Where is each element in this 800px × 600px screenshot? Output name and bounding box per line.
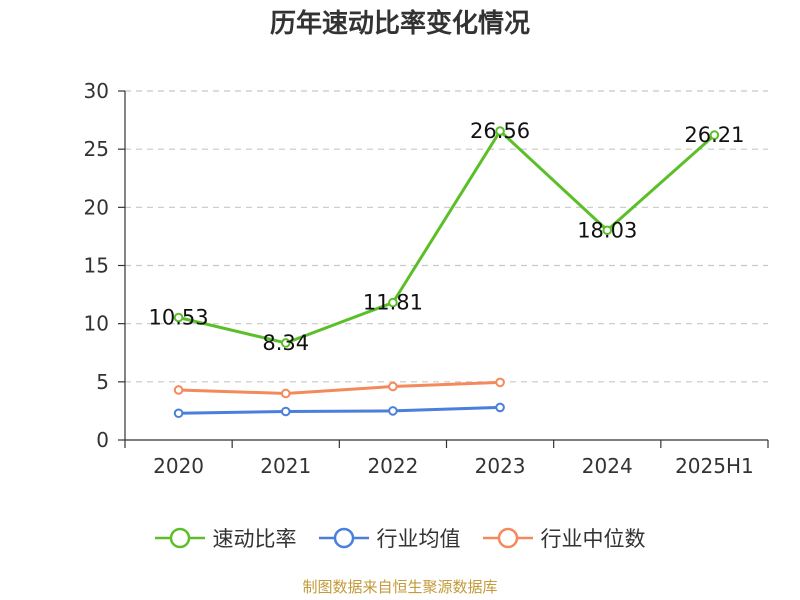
- data-label: 26.56: [470, 119, 530, 143]
- data-point: [173, 385, 184, 395]
- source-note: 制图数据来自恒生聚源数据库: [302, 578, 498, 596]
- axes: 0 5 10 15 20 25 30 2020 2021 2022 2023 2024 2025H1: [84, 79, 769, 478]
- y-tick-label: 20: [84, 195, 109, 219]
- x-tick-label: 2020: [153, 454, 204, 478]
- data-label: 11.81: [363, 291, 423, 315]
- data-point: [280, 406, 291, 417]
- data-point: [280, 338, 291, 348]
- legend-label: 行业中位数: [540, 527, 646, 551]
- data-point: [495, 402, 505, 413]
- legend-line-circle-icon: [318, 527, 369, 549]
- grid-lines: [125, 90, 768, 383]
- data-point: [495, 126, 505, 136]
- y-tick-label: 0: [96, 428, 109, 452]
- legend-item[interactable]: 行业均值: [318, 523, 461, 553]
- data-point: [709, 130, 720, 140]
- data-label: 26.21: [684, 123, 744, 147]
- data-point: [173, 312, 184, 323]
- series-line-2: [178, 380, 501, 395]
- legend-line-circle-icon: [154, 527, 205, 549]
- x-tick-label: 2023: [475, 454, 526, 478]
- x-tick-label: 2021: [260, 454, 311, 478]
- legend-line-circle-icon: [482, 527, 533, 549]
- x-tick-label: 2024: [582, 454, 633, 478]
- data-point: [173, 408, 184, 419]
- series-line-1: [178, 405, 501, 415]
- y-tick-label: 5: [96, 370, 109, 394]
- data-point: [495, 377, 505, 388]
- series-line-0: [178, 129, 716, 345]
- data-labels: 10.53 8.34 11.81 26.56 18.03 26.21: [149, 119, 745, 355]
- data-point: [602, 225, 613, 236]
- legend: 速动比率 行业均值 行业中位数: [0, 518, 800, 558]
- legend-item[interactable]: 速动比率: [154, 523, 297, 553]
- data-point: [388, 406, 398, 416]
- data-point: [388, 297, 398, 308]
- data-label: 10.53: [149, 306, 209, 330]
- data-label: 8.34: [262, 331, 309, 355]
- data-point: [280, 388, 291, 399]
- legend-item[interactable]: 行业中位数: [482, 523, 646, 553]
- x-tick-label: 2025H1: [675, 454, 754, 478]
- legend-label: 行业均值: [376, 527, 461, 551]
- x-tick-label: 2022: [367, 454, 418, 478]
- series-lines: [173, 126, 720, 419]
- y-tick-label: 30: [84, 79, 109, 103]
- data-label: 18.03: [577, 218, 637, 242]
- data-point: [388, 381, 398, 392]
- y-tick-label: 10: [84, 312, 109, 336]
- y-tick-label: 25: [84, 137, 109, 161]
- y-tick-label: 15: [84, 254, 109, 278]
- chart-title: 历年速动比率变化情况: [269, 9, 530, 39]
- legend-label: 速动比率: [212, 527, 297, 551]
